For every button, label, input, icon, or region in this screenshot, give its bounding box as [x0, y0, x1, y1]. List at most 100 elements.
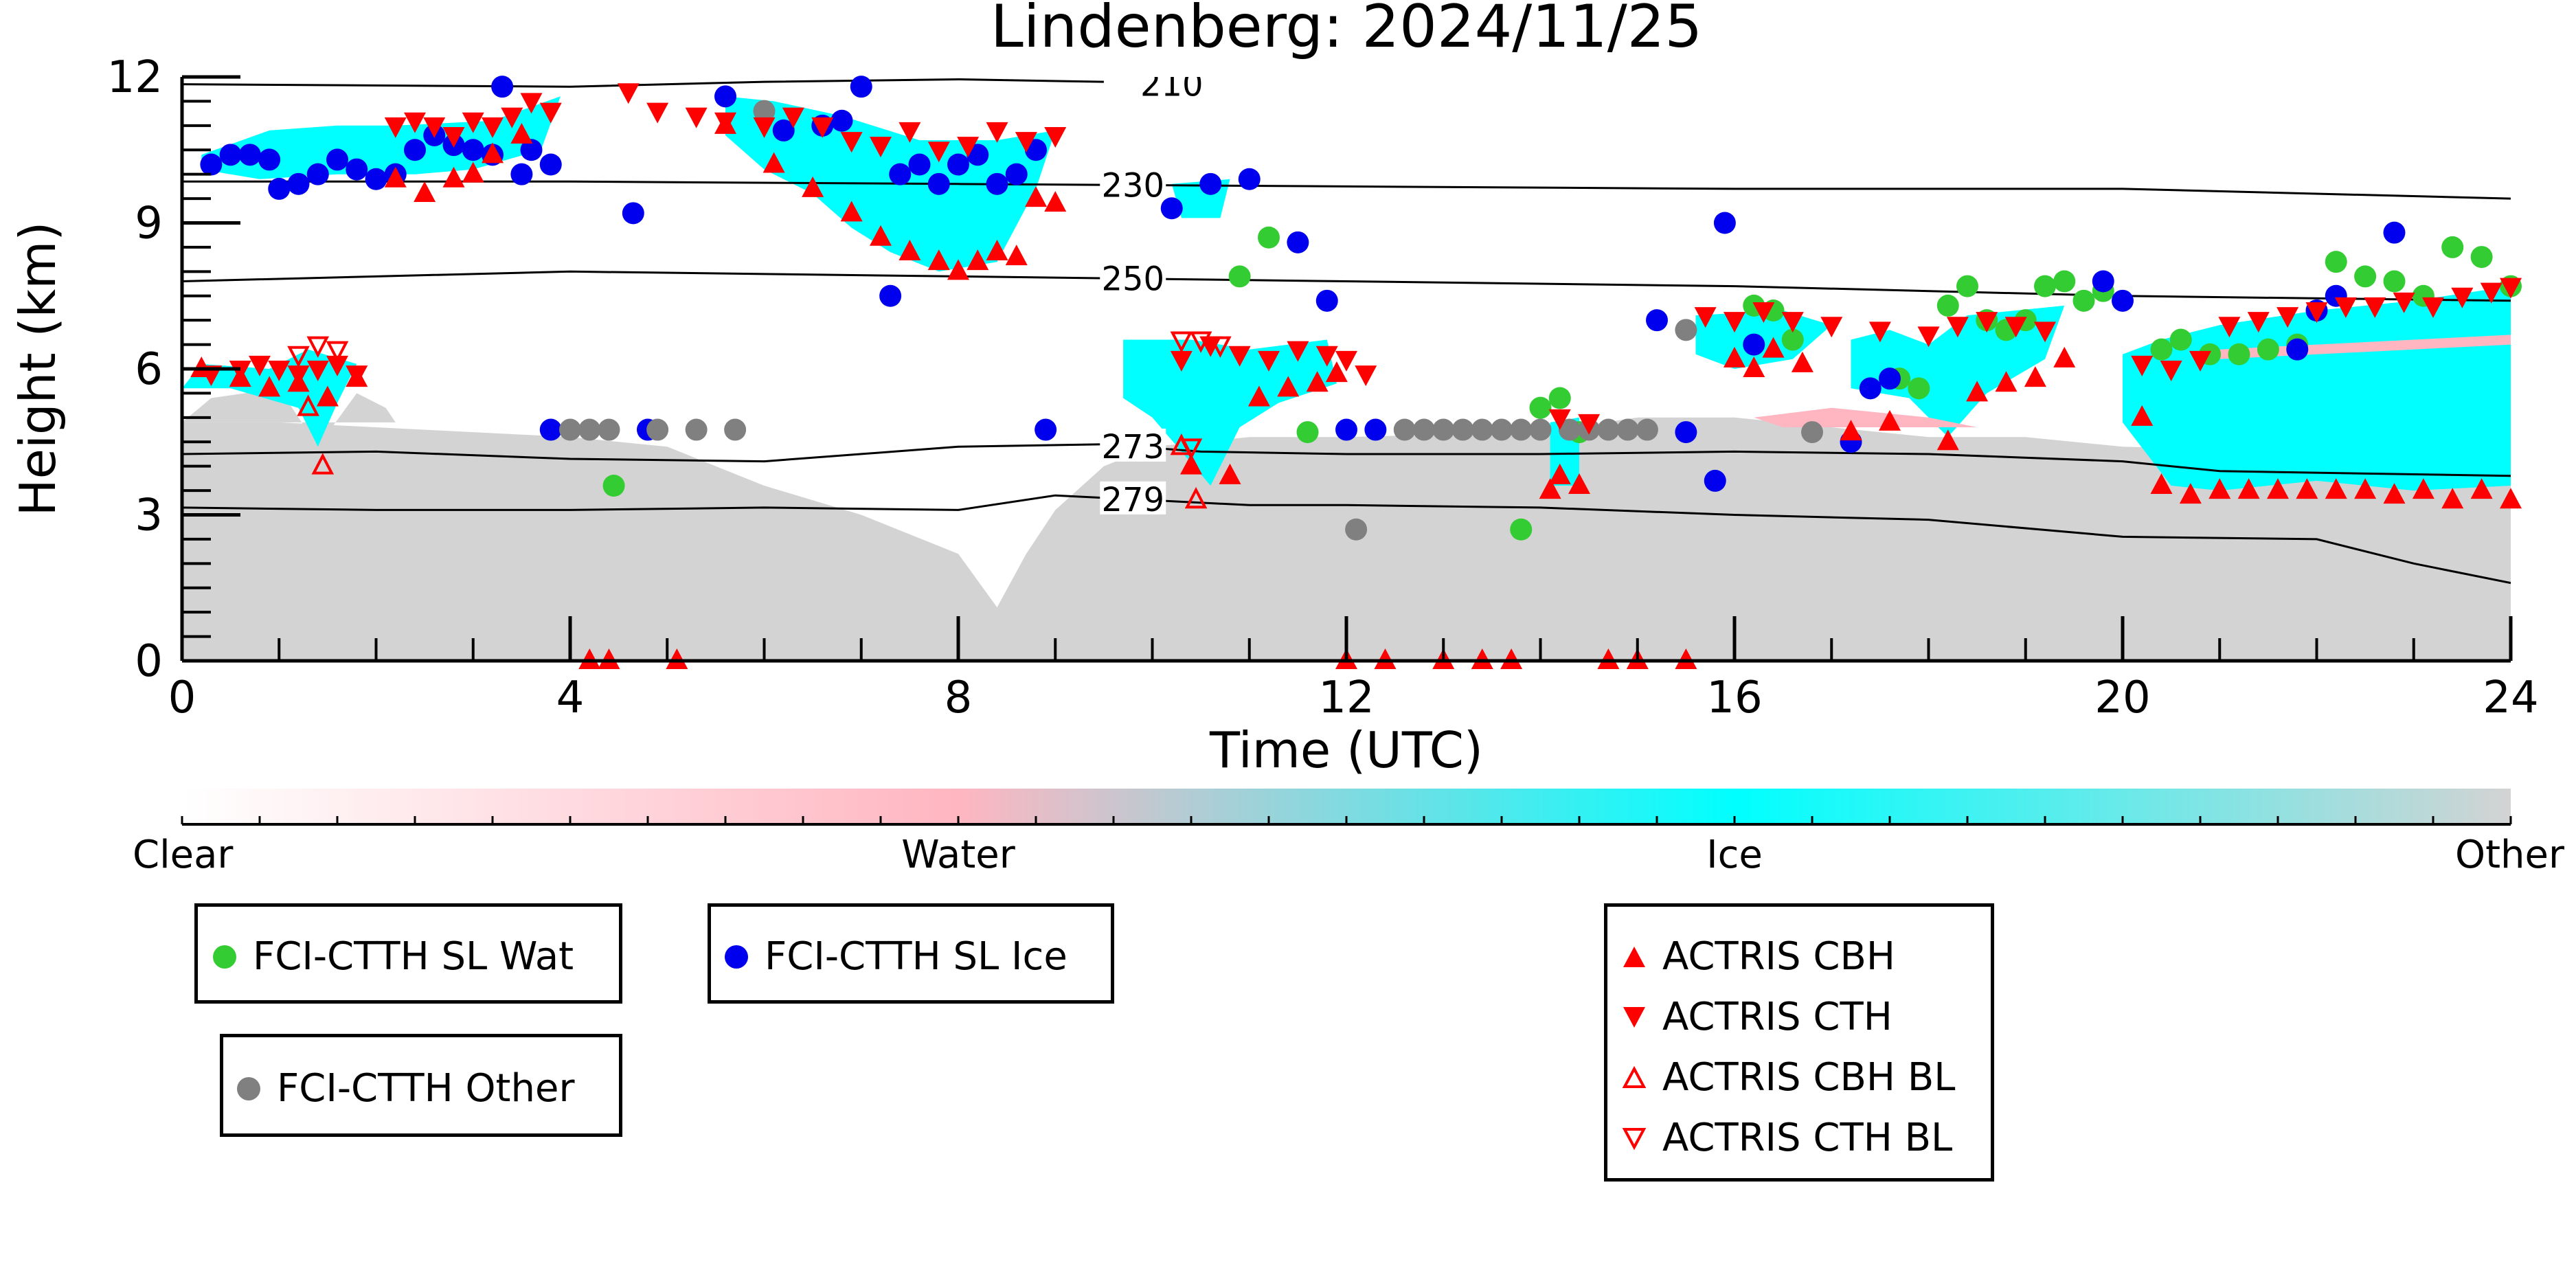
data-point — [1277, 376, 1300, 397]
data-point — [1160, 197, 1183, 220]
data-point — [1228, 265, 1251, 288]
data-point — [1578, 414, 1601, 435]
data-point — [268, 177, 291, 200]
data-point — [462, 161, 484, 183]
data-point — [598, 648, 620, 669]
data-point — [258, 148, 281, 171]
data-point — [578, 418, 601, 441]
data-point — [2034, 275, 2056, 297]
data-point — [268, 361, 291, 381]
data-point — [539, 102, 562, 124]
data-point — [1035, 418, 1057, 441]
contour-line — [182, 180, 2511, 200]
data-point — [1752, 302, 1775, 323]
data-point — [306, 361, 329, 381]
data-point — [1995, 371, 2018, 392]
data-point — [2383, 270, 2406, 293]
contour-label: 279 — [1101, 481, 1164, 519]
data-point — [1597, 418, 1620, 441]
data-point — [850, 76, 872, 98]
x-tick-label: 24 — [2483, 673, 2538, 723]
data-point — [2150, 338, 2173, 361]
data-point — [1868, 321, 1891, 343]
data-point — [2470, 478, 2493, 499]
data-point — [1025, 186, 1047, 207]
data-point — [2441, 488, 2464, 509]
y-ticks: 0 3 6 9 12 — [107, 52, 240, 687]
contour-label: 273 — [1101, 428, 1164, 466]
data-point — [927, 142, 950, 163]
data-point — [311, 453, 335, 475]
data-markers — [190, 76, 2522, 669]
colorbar-label-ice: Ice — [1706, 833, 1763, 877]
legend-entry-cbh-bl: ACTRIS CBH BL — [1621, 1055, 1955, 1100]
data-point — [2218, 317, 2241, 338]
data-point — [2334, 297, 2357, 318]
contour-line — [182, 494, 2511, 585]
data-point — [685, 107, 708, 128]
data-point — [491, 76, 514, 98]
data-point — [1675, 319, 1697, 341]
data-point — [510, 123, 533, 144]
ice-region-mid — [1123, 339, 1337, 486]
colorbar-ticks — [181, 816, 2512, 824]
data-point — [501, 107, 523, 128]
ice-region-low-left — [182, 349, 357, 447]
data-point — [2053, 346, 2076, 368]
data-point — [287, 172, 310, 195]
triangle-down-icon — [1623, 1006, 1645, 1028]
data-point — [482, 142, 504, 163]
contour-label-bg — [1100, 428, 1166, 462]
data-point — [2451, 287, 2474, 308]
data-point — [1548, 387, 1571, 409]
data-point — [762, 152, 785, 173]
data-point — [1219, 463, 1241, 484]
data-point — [1296, 421, 1319, 444]
data-point — [229, 361, 251, 381]
data-point — [927, 172, 950, 195]
data-point — [1510, 518, 1533, 541]
data-point — [870, 225, 892, 246]
contour-label-bg — [1100, 481, 1166, 515]
data-point — [602, 475, 625, 497]
data-point — [423, 117, 446, 138]
data-point — [899, 122, 921, 143]
data-point — [2034, 321, 2056, 343]
triangle-up-icon — [1623, 946, 1645, 967]
data-point — [2131, 355, 2154, 376]
data-point — [986, 122, 1008, 143]
data-point — [1743, 333, 1765, 356]
legend-label-cbh: ACTRIS CBH — [1662, 934, 1896, 979]
data-point — [520, 139, 543, 161]
data-point — [1820, 317, 1843, 338]
data-point — [811, 117, 834, 138]
data-point — [578, 648, 601, 669]
data-point — [1238, 168, 1261, 190]
data-point — [404, 112, 426, 133]
series-fci-ctth-other — [559, 100, 1823, 541]
contour-label: 230 — [1101, 166, 1164, 205]
temperature-contours: 210 230 250 273 279 — [182, 77, 2511, 585]
contour-label-bg — [1100, 167, 1166, 201]
x-tick-label: 4 — [556, 673, 585, 723]
data-point — [1451, 418, 1474, 441]
data-point — [1432, 418, 1455, 441]
data-point — [326, 148, 348, 171]
contour-label-bg — [1138, 77, 1205, 100]
legend-actris: ACTRIS CBH ACTRIS CTH ACTRIS CBH BL ACTR… — [1604, 903, 1994, 1182]
data-point — [1258, 226, 1280, 249]
data-point — [1306, 371, 1329, 392]
ice-region-right-3 — [2123, 286, 2511, 491]
data-point — [520, 93, 543, 114]
data-point — [306, 163, 329, 185]
data-point — [2500, 278, 2522, 299]
data-point — [200, 153, 223, 176]
data-point — [1335, 418, 1357, 441]
data-point — [2393, 292, 2415, 313]
blue-circle-icon — [725, 945, 748, 969]
data-point — [1044, 127, 1067, 148]
data-point — [539, 418, 562, 441]
data-point — [346, 158, 368, 181]
data-point — [2169, 328, 2192, 351]
